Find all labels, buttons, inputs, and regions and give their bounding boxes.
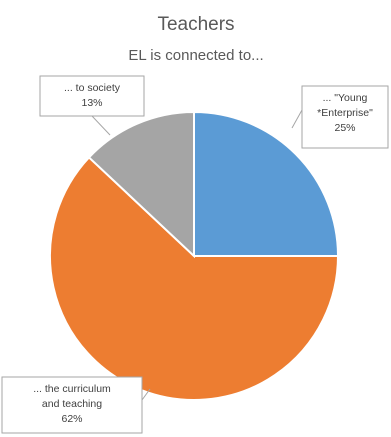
callout-box <box>39 75 145 117</box>
data-label: ... to society 13% <box>39 75 145 136</box>
data-label-value: 13% <box>81 97 102 109</box>
callout-box <box>1 376 143 434</box>
data-label-value: 62% <box>61 413 82 425</box>
data-label-category: and teaching <box>42 398 102 410</box>
data-labels: ... "Young *Enterprise" 25% ... the curricu… <box>1 75 389 434</box>
pie-slices <box>49 110 340 402</box>
data-label: ... "Young *Enterprise" 25% <box>291 85 389 149</box>
chart-subtitle: EL is connected to... <box>128 47 263 64</box>
slice-young-enterprise <box>193 110 340 257</box>
data-label: ... the curriculum and teaching 62% <box>1 376 151 434</box>
data-label-category: *Enterprise" <box>317 107 373 119</box>
data-label-category: ... "Young <box>323 92 368 104</box>
callout-box <box>301 85 389 149</box>
data-label-category: ... to society <box>64 82 121 94</box>
slice-society <box>87 110 195 259</box>
leader-line <box>291 109 303 129</box>
data-label-value: 25% <box>334 122 355 134</box>
leader-line <box>141 388 151 401</box>
data-label-category: ... the curriculum <box>33 383 111 395</box>
leader-line <box>91 115 111 136</box>
chart-title: Teachers <box>157 14 234 35</box>
